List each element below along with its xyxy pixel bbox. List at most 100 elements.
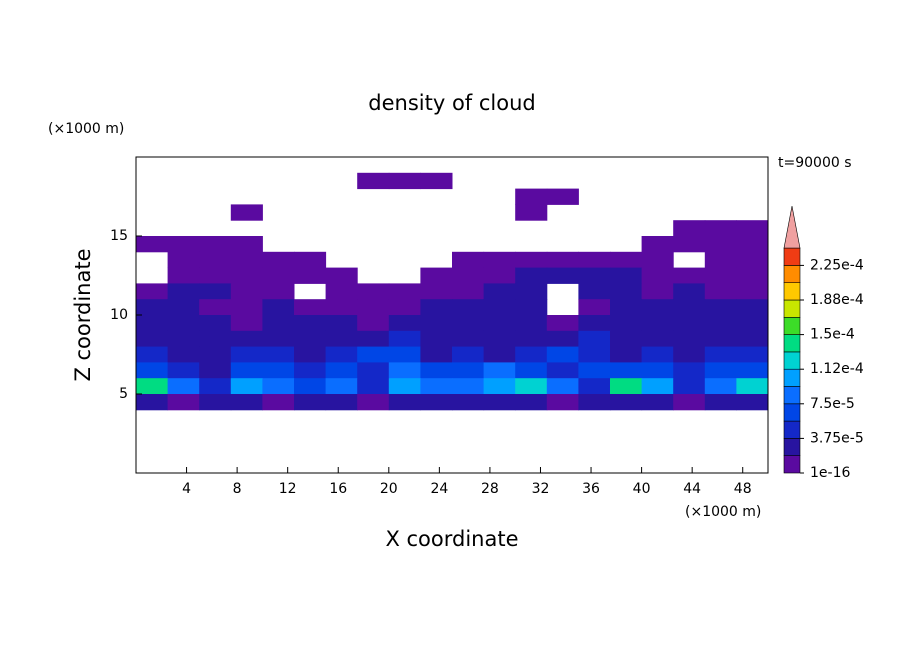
colorbar-over bbox=[783, 206, 801, 249]
cloud-cell bbox=[357, 172, 390, 190]
cloud-cell bbox=[452, 251, 485, 269]
y-axis-title: Z coordinate bbox=[71, 248, 95, 381]
cloud-cell bbox=[325, 378, 358, 395]
cloud-cell bbox=[515, 204, 548, 221]
cloud-cell bbox=[230, 362, 263, 379]
cloud-cell bbox=[262, 267, 295, 284]
x-tick-label: 40 bbox=[633, 481, 651, 497]
cloud-cell bbox=[610, 378, 643, 395]
colorbar-label: 1e-16 bbox=[810, 465, 850, 481]
cloud-cell bbox=[388, 362, 421, 379]
cloud-cell bbox=[262, 251, 295, 269]
cloud-cell bbox=[641, 330, 674, 348]
cloud-cell bbox=[578, 251, 611, 269]
cloud-cell bbox=[136, 394, 169, 411]
cloud-cell bbox=[357, 394, 390, 411]
cloud-cell bbox=[641, 236, 674, 253]
cloud-cell bbox=[136, 362, 169, 379]
cloud-cell bbox=[230, 299, 263, 316]
colorbar-label: 1.88e-4 bbox=[810, 292, 864, 308]
chart-title: density of cloud bbox=[368, 91, 535, 115]
cloud-cell bbox=[673, 362, 706, 379]
colorbar-label: 7.5e-5 bbox=[810, 396, 855, 412]
cloud-cell bbox=[357, 362, 390, 379]
cloud-cell bbox=[452, 362, 485, 379]
colorbar-label: 1.12e-4 bbox=[810, 361, 864, 377]
cloud-cell bbox=[673, 330, 706, 348]
cloud-cell bbox=[483, 378, 516, 395]
cloud-cell bbox=[736, 362, 769, 379]
cloud-cell bbox=[325, 315, 358, 332]
cloud-cell bbox=[167, 362, 200, 379]
colorbar-label: 2.25e-4 bbox=[810, 257, 864, 273]
cloud-cell bbox=[736, 299, 769, 316]
x-unit: (×1000 m) bbox=[685, 504, 761, 520]
cloud-cell bbox=[420, 315, 453, 332]
colorbar-band bbox=[783, 299, 801, 318]
cloud-cell bbox=[452, 378, 485, 395]
cloud-cell bbox=[199, 251, 232, 269]
x-axis-title: X coordinate bbox=[385, 527, 518, 551]
cloud-cell bbox=[515, 362, 548, 379]
cloud-cell bbox=[704, 330, 737, 348]
cloud-cell bbox=[262, 378, 295, 395]
cloud-cell bbox=[610, 315, 643, 332]
cloud-cell bbox=[357, 330, 390, 348]
cloud-cell bbox=[673, 267, 706, 284]
cloud-cell bbox=[515, 330, 548, 348]
cloud-cell bbox=[515, 188, 548, 205]
colorbar-band bbox=[783, 368, 801, 387]
cloud-cell bbox=[452, 267, 485, 284]
cloud-cell bbox=[199, 378, 232, 395]
cloud-cell bbox=[610, 346, 643, 363]
cloud-cell bbox=[673, 236, 706, 253]
cloud-cell bbox=[199, 394, 232, 411]
cloud-cell bbox=[515, 315, 548, 332]
cloud-cell bbox=[452, 315, 485, 332]
colorbar-band bbox=[783, 316, 801, 335]
cloud-cell bbox=[230, 394, 263, 411]
cloud-cell bbox=[230, 251, 263, 269]
cloud-cell bbox=[420, 330, 453, 348]
cloud-cell bbox=[388, 378, 421, 395]
cloud-cell bbox=[578, 315, 611, 332]
colorbar-label: 3.75e-5 bbox=[810, 430, 864, 446]
cloud-cell bbox=[388, 299, 421, 316]
cloud-cell bbox=[262, 315, 295, 332]
cloud-cell bbox=[325, 346, 358, 363]
cloud-cell bbox=[736, 267, 769, 284]
cloud-cell bbox=[199, 236, 232, 253]
cloud-cell bbox=[515, 378, 548, 395]
cloud-cell bbox=[515, 283, 548, 300]
cloud-cell bbox=[704, 315, 737, 332]
cloud-cell bbox=[420, 172, 453, 190]
cloud-cell bbox=[483, 394, 516, 411]
cloud-cell bbox=[230, 330, 263, 348]
colorbar-band bbox=[783, 265, 801, 283]
cloud-cell bbox=[199, 315, 232, 332]
cloud-cell bbox=[546, 346, 579, 363]
cloud-cell bbox=[230, 267, 263, 284]
cloud-cell bbox=[641, 299, 674, 316]
cloud-cell bbox=[388, 346, 421, 363]
cloud-cell bbox=[546, 315, 579, 332]
cloud-cell bbox=[294, 267, 327, 284]
cloud-cell bbox=[452, 299, 485, 316]
cloud-cell bbox=[704, 346, 737, 363]
cloud-cell bbox=[357, 346, 390, 363]
cloud-cell bbox=[483, 299, 516, 316]
cloud-cell bbox=[388, 315, 421, 332]
cloud-cell bbox=[546, 362, 579, 379]
cloud-cell bbox=[578, 267, 611, 284]
cloud-cell bbox=[167, 378, 200, 395]
cloud-cell bbox=[420, 394, 453, 411]
colorbar-band bbox=[783, 420, 801, 439]
x-tick-label: 20 bbox=[380, 481, 398, 497]
cloud-cell bbox=[325, 267, 358, 284]
cloud-cell bbox=[294, 299, 327, 316]
cloud-cell bbox=[388, 330, 421, 348]
cloud-cell bbox=[673, 346, 706, 363]
cloud-cell bbox=[357, 283, 390, 300]
colorbar-band bbox=[783, 247, 801, 266]
